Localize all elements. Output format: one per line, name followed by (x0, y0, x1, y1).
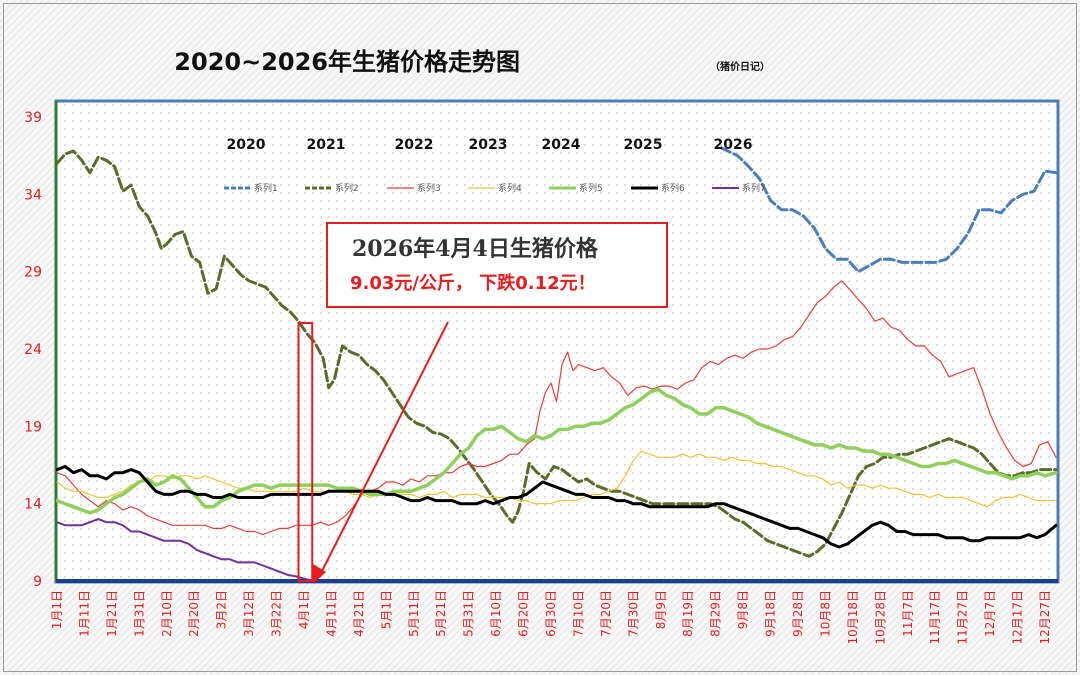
year-label: 2024 (542, 137, 581, 153)
series-line-系列6 (56, 465, 1058, 549)
x-tick-label: 1月11日 (77, 590, 91, 637)
chart-title: 2020~2026年生猪价格走势图 (174, 48, 520, 76)
y-tick-label: 14 (24, 497, 42, 513)
x-tick-label: 5月21日 (434, 590, 448, 637)
y-tick-label: 39 (24, 110, 42, 126)
legend-label: 系列3 (417, 182, 441, 194)
x-tick-label: 11月27日 (956, 590, 970, 645)
x-tick-label: 8月29日 (709, 590, 723, 637)
series-line-系列7 (56, 518, 314, 582)
x-tick-label: 10月18日 (846, 590, 860, 645)
year-labels: 2020 2021 2022 2023 2024 2025 2026 (227, 137, 753, 153)
chart-title-note: （猪价日记） (710, 60, 770, 73)
x-tick-label: 2月10日 (160, 590, 174, 637)
x-tick-label: 2月20日 (187, 590, 201, 637)
annotation-arrow-head (313, 564, 326, 584)
annotation-title: 2026年4月4日生猪价格 (352, 236, 599, 262)
x-tick-label: 10月28日 (873, 590, 887, 645)
annotation-detail: 9.03元/公斤， 下跌0.12元！ (350, 272, 596, 294)
x-tick-label: 6月10日 (489, 590, 503, 637)
series-line-系列4 (56, 450, 1057, 508)
x-tick-label: 1月21日 (105, 590, 119, 637)
x-tick-label: 6月30日 (544, 590, 558, 637)
highlight-box (297, 322, 314, 582)
annotation-arrow-line (319, 321, 449, 576)
y-tick-label: 29 (24, 265, 42, 281)
x-tick-label: 9月28日 (791, 590, 805, 637)
outer-border (3, 3, 1077, 672)
y-tick-label: 9 (33, 574, 42, 590)
x-tick-label: 3月2日 (215, 590, 229, 629)
x-tick-label: 9月8日 (736, 590, 750, 629)
annotation-box (326, 222, 668, 308)
x-tick-label: 5月31日 (462, 590, 476, 637)
legend-label: 系列6 (661, 182, 685, 194)
x-tick-label: 12月17日 (1011, 590, 1025, 645)
x-tick-label: 5月11日 (407, 590, 421, 637)
series-line-系列1 (719, 146, 1058, 274)
x-axis-ticks: 1月1日 1月11日 1月21日 1月31日 2月10日 2月20日 3月2日 3月12日 3月… (50, 590, 1052, 645)
x-tick-label: 1月1日 (50, 590, 64, 629)
legend-label: 系列4 (498, 182, 522, 194)
year-label: 2022 (395, 137, 434, 153)
x-tick-label: 11月17日 (928, 590, 942, 645)
x-tick-label: 3月22日 (270, 590, 284, 637)
x-tick-label: 7月30日 (626, 590, 640, 637)
x-tick-label: 1月31日 (132, 590, 146, 637)
plot-area (56, 101, 1058, 582)
x-tick-label: 5月1日 (379, 590, 393, 629)
x-tick-label: 3月12日 (242, 590, 256, 637)
x-tick-label: 8月9日 (654, 590, 668, 629)
x-tick-label: 7月20日 (599, 590, 613, 637)
y-tick-label: 34 (24, 187, 42, 203)
y-tick-label: 24 (24, 342, 42, 358)
year-label: 2023 (469, 137, 508, 153)
legend-label: 系列7 (742, 182, 766, 194)
x-tick-label: 4月11日 (324, 590, 338, 637)
x-tick-label: 8月19日 (681, 590, 695, 637)
x-tick-label: 7月10日 (571, 590, 585, 637)
series-line-系列2 (56, 149, 1058, 558)
x-tick-label: 6月20日 (517, 590, 531, 637)
x-tick-label: 10月8日 (818, 590, 832, 637)
legend-label: 系列2 (335, 182, 359, 194)
year-label: 2020 (227, 137, 266, 153)
x-tick-label: 9月18日 (764, 590, 778, 637)
year-label: 2026 (714, 137, 753, 153)
x-tick-label: 11月7日 (901, 590, 915, 637)
legend-label: 系列5 (579, 182, 603, 194)
legend: 系列1 系列2 系列3 系列4 系列5 系列6 系列7 (224, 182, 766, 194)
legend-label: 系列1 (254, 182, 278, 194)
year-label: 2021 (307, 137, 346, 153)
y-axis-ticks: 9 14 19 24 29 34 39 (24, 110, 42, 590)
series-line-系列5 (56, 387, 1058, 515)
x-tick-label: 4月1日 (297, 590, 311, 629)
year-label: 2025 (624, 137, 663, 153)
series-line-系列3 (56, 280, 1057, 536)
y-tick-label: 19 (24, 419, 42, 435)
x-tick-label: 12月7日 (983, 590, 997, 637)
x-tick-label: 12月27日 (1038, 590, 1052, 645)
series-lines (56, 146, 1058, 582)
x-tick-label: 4月21日 (352, 590, 366, 637)
